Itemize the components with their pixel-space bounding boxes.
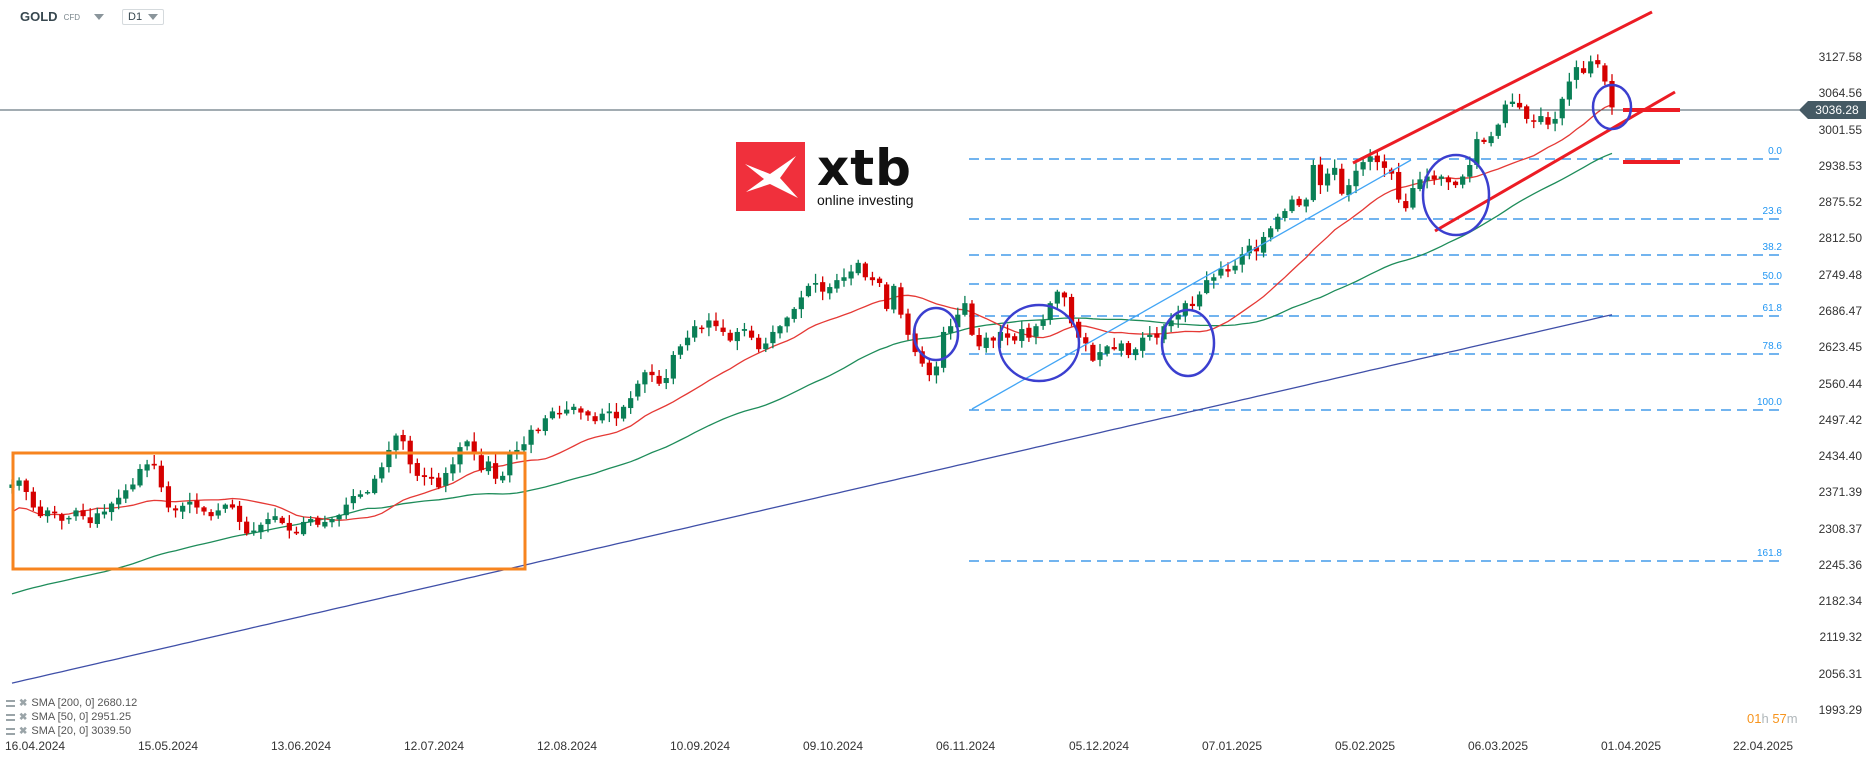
drawing-annotations[interactable] [11,10,1680,571]
price-tick: 2686.47 [1818,303,1862,318]
highlight-circle[interactable] [1421,153,1491,237]
date-tick: 15.05.2024 [138,739,199,753]
close-icon[interactable]: ✖ [19,697,28,709]
sma-20-line [11,103,1613,521]
price-tick: 2938.53 [1818,158,1862,173]
price-tick: 2623.45 [1818,340,1862,355]
indicator-sma-20[interactable]: ✖ SMA [20, 0] 3039.50 [6,725,131,737]
fib-level-label: 38.2 [1762,242,1782,253]
settings-icon[interactable] [6,699,15,707]
price-tick: 3001.55 [1818,122,1862,137]
chevron-down-icon[interactable] [94,13,105,20]
price-tick: 2875.52 [1818,195,1862,210]
sma-200-line [11,314,1613,684]
price-tick: 2245.36 [1818,557,1862,572]
chevron-down-icon [148,14,158,20]
price-tick: 3064.56 [1818,86,1862,101]
date-tick: 12.07.2024 [404,739,465,753]
fibonacci-retracement[interactable] [969,158,1784,562]
date-tick: 13.06.2024 [271,739,332,753]
highlight-circle[interactable] [997,303,1081,383]
channel-upper-line[interactable] [1352,10,1653,165]
timeframe-value: D1 [128,11,143,23]
date-tick: 10.09.2024 [670,739,731,753]
x-mark-icon [745,156,798,198]
date-tick: 12.08.2024 [537,739,598,753]
price-tick: 2434.40 [1818,449,1862,464]
indicator-label: SMA [50, 0] 2951.25 [31,711,132,723]
settings-icon[interactable] [6,727,15,735]
moving-averages [11,103,1613,684]
symbol-name: GOLD [20,9,58,24]
xtb-logo: xtb online investing [736,142,914,211]
highlight-circle[interactable] [912,306,960,362]
indicator-label: SMA [20, 0] 3039.50 [31,725,132,737]
indicator-label: SMA [200, 0] 2680.12 [31,697,138,709]
date-tick: 06.11.2024 [936,739,996,753]
price-tick: 2749.48 [1818,267,1862,282]
price-tick: 2560.44 [1818,376,1862,391]
fib-trend-line[interactable] [971,159,1412,410]
symbol-selector[interactable]: GOLD CFD [20,9,105,24]
channel-lower-line[interactable] [1434,90,1676,233]
date-tick: 22.04.2025 [1733,739,1794,753]
price-tick: 2497.42 [1818,412,1862,427]
price-tick: 1993.29 [1818,703,1862,717]
date-tick: 05.12.2024 [1069,739,1130,753]
candle-countdown: 01h 57m [1747,711,1798,726]
logo-brand-text: xtb [817,138,912,197]
price-tick: 2812.50 [1818,231,1862,246]
settings-icon[interactable] [6,713,15,721]
timeframe-dropdown[interactable]: D1 [122,9,164,25]
indicator-sma-200[interactable]: ✖ SMA [200, 0] 2680.12 [6,697,137,709]
price-tick: 2182.34 [1818,594,1862,609]
price-tick: 2371.39 [1818,485,1862,500]
date-tick: 06.03.2025 [1468,739,1529,753]
date-tick: 01.04.2025 [1601,739,1662,753]
fib-level-label: 161.8 [1756,548,1782,559]
fib-level-label: 23.6 [1762,206,1782,217]
fib-level-label: 50.0 [1762,271,1782,282]
xtb-logo-mark [736,142,805,211]
instrument-type: CFD [63,13,81,22]
date-tick: 05.02.2025 [1335,739,1396,753]
logo-tagline: online investing [817,191,914,208]
price-tick: 2308.37 [1818,521,1862,536]
date-tick: 07.01.2025 [1202,739,1263,753]
highlight-circle[interactable] [1160,308,1216,378]
indicator-sma-50[interactable]: ✖ SMA [50, 0] 2951.25 [6,711,131,723]
fib-level-label: 61.8 [1762,303,1782,314]
fib-level-label: 100.0 [1756,397,1782,408]
current-price-tag: 3036.28 [1799,101,1866,119]
price-tick: 3127.58 [1818,50,1862,64]
consolidation-box[interactable] [11,451,527,571]
close-icon[interactable]: ✖ [19,711,28,723]
highlight-circle[interactable] [1591,83,1633,131]
close-icon[interactable]: ✖ [19,725,28,737]
date-tick: 16.04.2024 [5,739,66,753]
price-tick: 2056.31 [1818,666,1862,681]
sma-50-line [11,152,1613,595]
fib-level-label: 78.6 [1762,341,1782,352]
fib-level-label: 0.0 [1768,146,1782,157]
price-tick: 2119.32 [1819,630,1863,645]
date-tick: 09.10.2024 [803,739,864,753]
candlesticks [9,54,1615,540]
